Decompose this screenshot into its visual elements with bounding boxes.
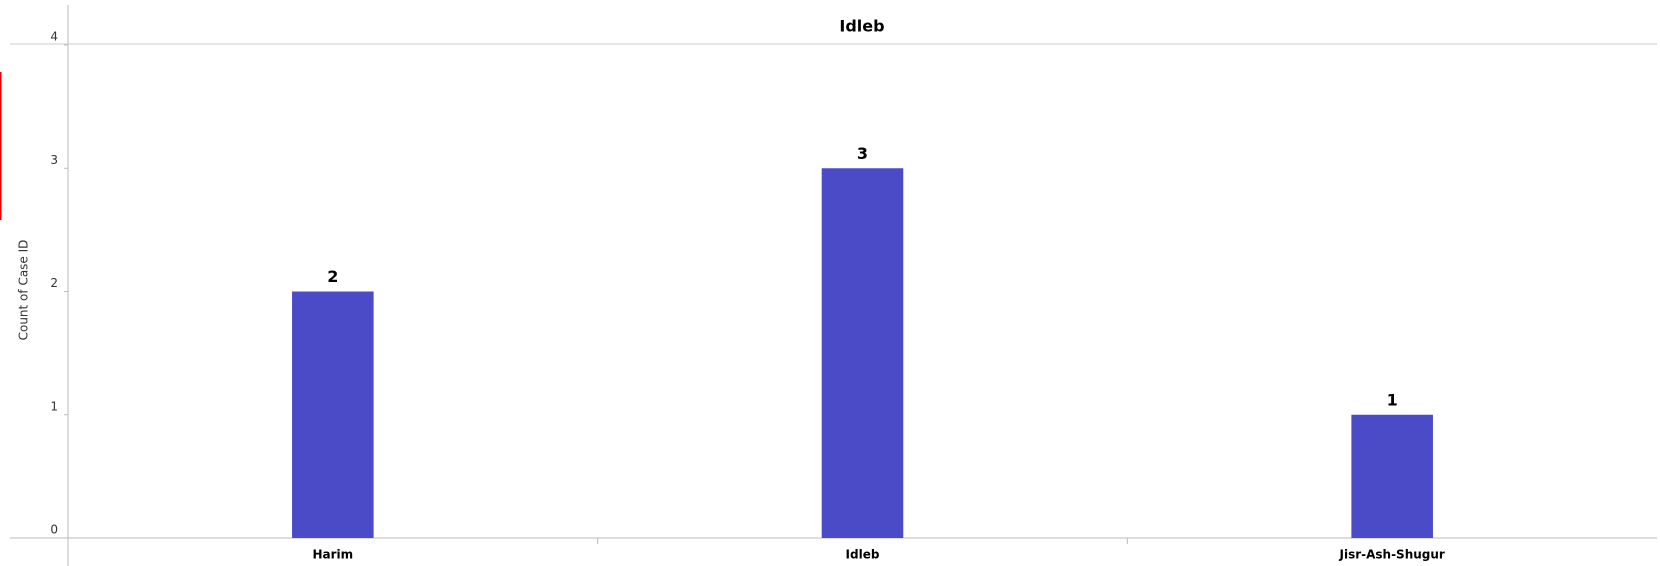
data-label: 3 — [857, 144, 868, 163]
x-tick-label: Idleb — [846, 548, 880, 562]
data-label: 2 — [327, 267, 338, 286]
y-tick-label: 0 — [50, 523, 58, 537]
y-tick-label: 1 — [50, 399, 58, 413]
y-axis-title: Count of Case ID — [17, 240, 31, 341]
bar — [292, 291, 374, 538]
y-tick-label: 2 — [50, 276, 58, 290]
chart-title: Idleb — [839, 17, 884, 36]
x-tick-label: Harim — [312, 548, 353, 562]
selection-marker — [0, 72, 2, 220]
data-label: 1 — [1387, 390, 1398, 409]
bar — [1351, 414, 1433, 538]
x-tick-label: Jisr-Ash-Shugur — [1338, 548, 1444, 562]
y-tick-label: 3 — [50, 153, 58, 167]
y-tick-label: 4 — [50, 30, 58, 44]
bar — [821, 168, 904, 538]
